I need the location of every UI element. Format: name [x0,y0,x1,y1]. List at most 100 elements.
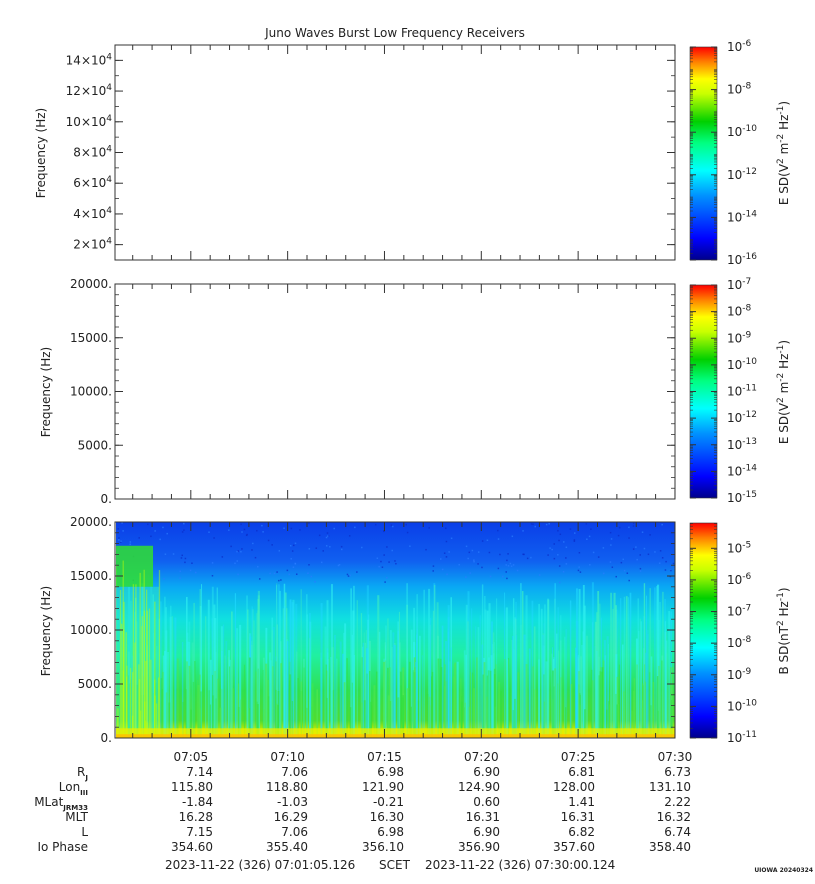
emission-streak [639,618,642,738]
noise-speck [329,546,331,548]
green-streak [410,706,412,738]
green-streak [194,661,196,738]
noise-speck [237,550,239,552]
emission-streak [320,602,323,738]
green-streak [366,673,368,738]
emission-streak [160,601,162,738]
emission-streak [656,585,658,738]
noise-speck [291,550,294,552]
green-streak [412,670,414,738]
emission-streak [389,630,392,738]
green-streak [504,659,506,738]
emission-streak [659,601,661,738]
green-streak [601,667,604,738]
emission-streak [543,623,545,738]
ephemeris-value: 2.22 [664,795,691,809]
noise-speck [507,565,510,567]
ephemeris-value: 121.90 [362,780,404,794]
noise-speck [290,558,292,560]
noise-speck [574,532,576,534]
emission-streak [247,609,249,738]
noise-speck [236,560,238,562]
noise-speck [425,548,427,551]
noise-speck [213,537,215,539]
noise-speck [530,556,532,559]
emission-streak [640,621,642,738]
noise-speck [551,548,553,551]
emission-streak [474,626,477,738]
green-streak [402,695,405,738]
noise-speck [505,571,507,573]
credit-stamp: UIOWA 20240324 [754,867,813,874]
noise-speck [565,546,568,549]
ephemeris-value: 6.98 [377,765,404,779]
green-streak [136,684,139,738]
panel-1: 2×104 4×104 6×104 8×104 10×104 12×104 14×104 F… [34,39,791,267]
noise-speck [639,570,642,572]
noise-speck [346,573,349,576]
green-streak [186,661,188,738]
early-streak [121,623,123,738]
emission-streak [350,588,352,738]
green-streak [162,671,164,738]
figure-title: Juno Waves Burst Low Frequency Receivers [264,26,525,40]
green-streak [248,657,251,738]
green-streak [590,669,593,738]
colorbar-tick-label: 10-12 [727,410,757,425]
emission-streak [234,593,237,738]
early-streak [135,584,137,738]
noise-speck [501,575,504,578]
noise-speck [465,576,467,578]
emission-streak [193,602,195,738]
noise-speck [665,560,667,563]
noise-speck [286,569,289,572]
emission-streak [623,596,626,738]
green-streak [133,666,135,738]
green-streak [598,675,601,738]
colorbar-tick-label: 10-11 [727,730,757,745]
noise-speck [179,577,181,579]
emission-streak [610,592,612,738]
noise-speck [615,575,617,578]
emission-streak [416,616,418,738]
noise-speck [290,527,293,530]
early-streak [117,708,119,738]
emission-streak [505,607,508,738]
early-streak [139,710,142,738]
ytick-label: 10×104 [66,114,113,129]
panel-1-yticks: 2×104 4×104 6×104 8×104 10×104 12×104 14×104 [66,44,675,261]
green-streak [431,676,433,738]
ephemeris-value: 131.10 [649,780,691,794]
green-streak [498,681,501,738]
noise-speck [129,541,132,543]
green-streak [460,678,462,738]
green-streak [471,672,474,738]
noise-speck [181,554,183,557]
green-streak [473,688,476,738]
noise-speck [194,571,197,574]
green-streak [190,709,192,738]
noise-speck [356,571,358,573]
noise-speck [154,530,156,532]
green-streak [525,664,528,738]
emission-streak [246,595,248,738]
noise-speck [283,527,285,529]
emission-streak [666,653,668,738]
green-streak [554,668,557,738]
green-streak [494,706,496,738]
green-streak [291,701,294,738]
noise-speck [230,545,232,548]
green-streak [495,664,497,738]
ephemeris-value: 7.15 [186,825,213,839]
early-streak [126,665,128,738]
green-streak [316,689,319,738]
colorbar-tick-label: 10-8 [727,304,752,319]
emission-streak [467,591,470,738]
emission-streak [230,611,233,738]
green-streak [671,699,673,738]
green-streak [615,693,617,738]
panel-3-ylabel: Frequency (Hz) [39,586,53,677]
noise-speck [308,522,310,524]
noise-speck [477,551,480,553]
emission-streak [366,585,369,738]
